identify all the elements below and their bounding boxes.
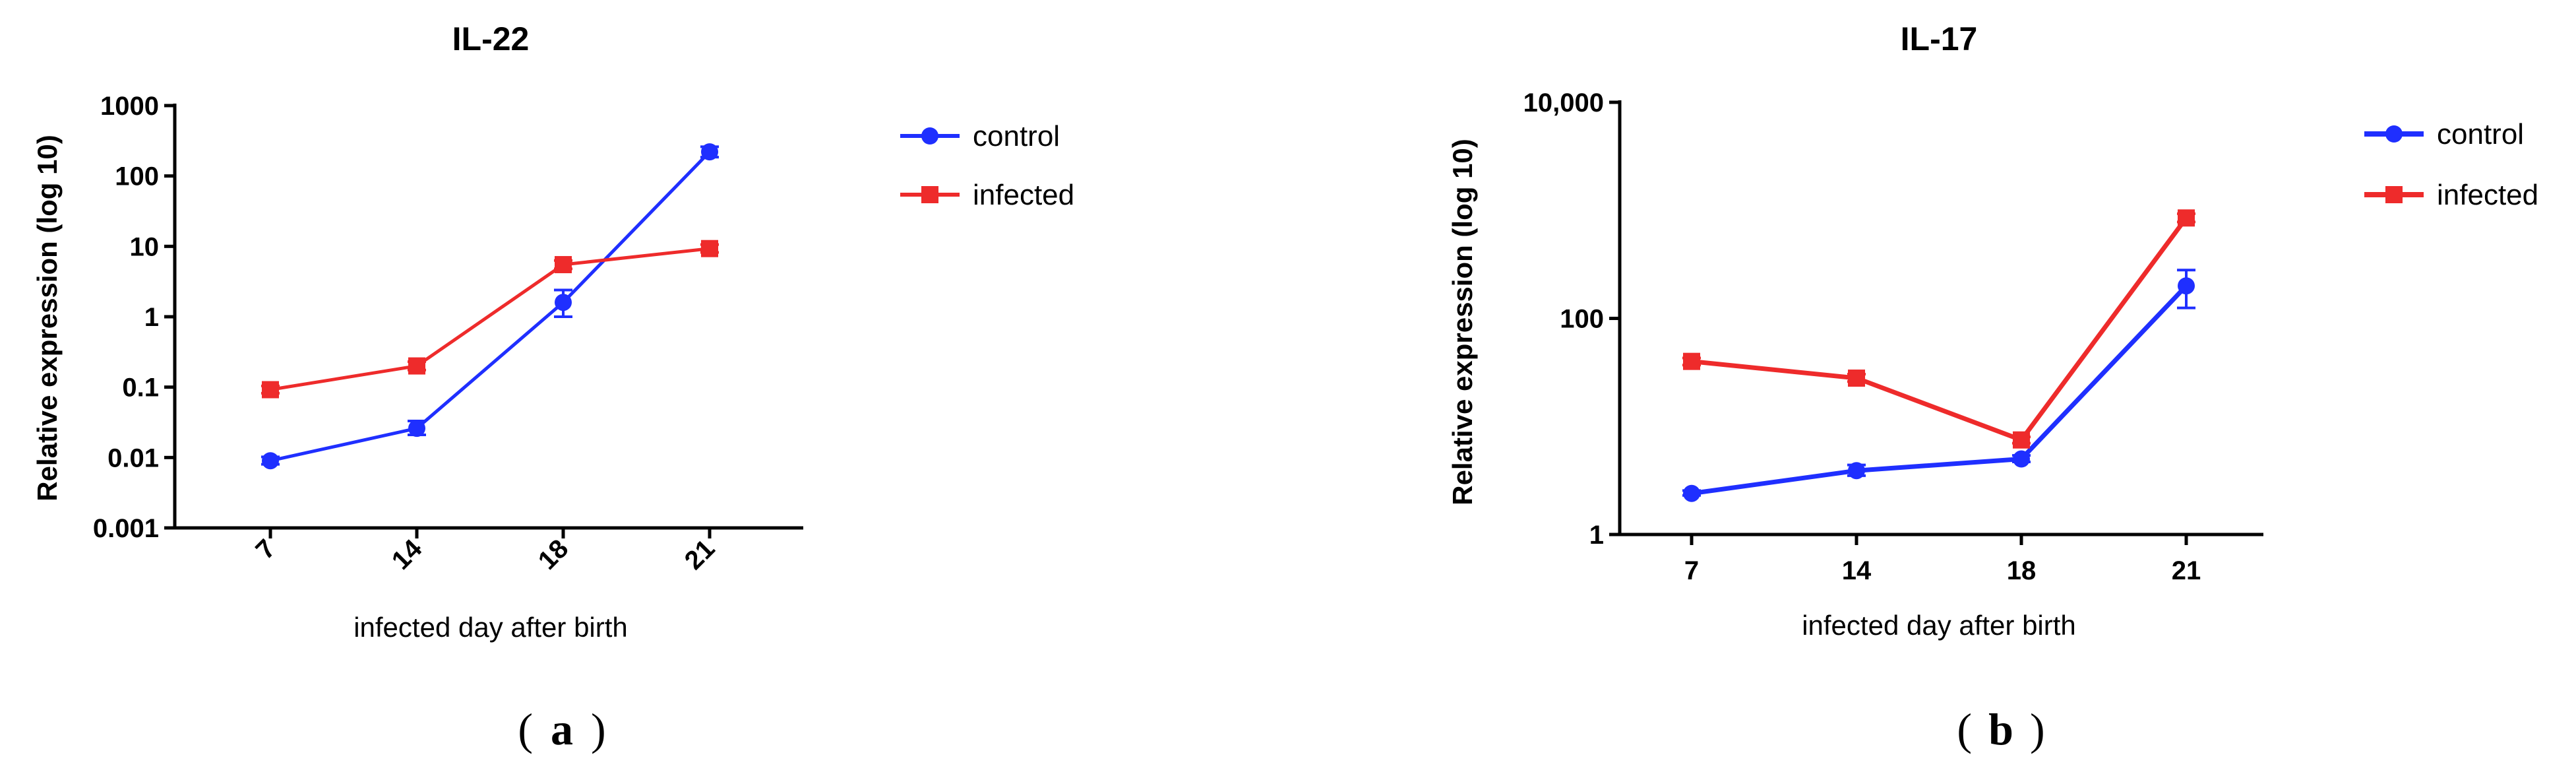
data-point <box>262 381 279 399</box>
x-axis-label: infected day after birth <box>1802 610 2076 641</box>
series-control <box>1682 269 2195 502</box>
y-axis-label: Relative expression (log 10) <box>32 135 63 502</box>
y-tick-label: 1 <box>144 303 159 332</box>
data-point <box>2178 209 2195 227</box>
x-tick-label: 7 <box>1684 556 1699 585</box>
data-point <box>555 294 572 311</box>
data-point <box>1683 352 1700 370</box>
y-tick-label: 0.001 <box>93 514 159 543</box>
svg-text:(: ( <box>518 704 533 754</box>
series-infected <box>261 240 719 399</box>
series-line <box>1691 216 2188 443</box>
legend-item-infected: infected <box>900 179 1074 211</box>
series-line <box>270 247 710 391</box>
data-point <box>1848 370 1865 387</box>
y-tick-label: 1000 <box>100 92 159 121</box>
y-tick-label: 0.01 <box>107 443 159 472</box>
svg-text:): ) <box>2030 704 2045 754</box>
legend-label: control <box>2437 118 2524 150</box>
y-tick-label: 100 <box>1560 305 1604 334</box>
x-tick-label: 14 <box>1842 556 1872 585</box>
legend-marker <box>2385 186 2403 203</box>
x-tick-label: 21 <box>679 534 721 575</box>
legend-marker <box>921 186 938 203</box>
y-axis-label: Relative expression (log 10) <box>1447 139 1478 505</box>
data-point <box>1683 484 1700 502</box>
series-line <box>270 150 711 463</box>
y-tick-label: 10,000 <box>1523 88 1604 117</box>
svg-text:): ) <box>591 704 606 754</box>
series-line <box>1691 284 2188 496</box>
data-point <box>408 420 425 438</box>
data-point <box>701 240 718 257</box>
svg-text:(: ( <box>1957 704 1972 754</box>
legend-marker <box>921 127 938 145</box>
y-tick-label: 1 <box>1589 521 1604 550</box>
data-point <box>408 357 425 375</box>
x-tick-label: 7 <box>251 534 282 565</box>
data-point <box>701 143 718 161</box>
x-tick-label: 14 <box>386 534 428 575</box>
legend-item-control: control <box>900 120 1060 152</box>
data-point <box>555 256 572 274</box>
legend-item-infected: infected <box>2364 179 2538 211</box>
panel-label-b: ( b ) <box>1957 704 2044 754</box>
legend-label: infected <box>2437 179 2538 211</box>
chart-marks: 0.001 0.01 0.1 1 10 100 1000 7 14 18 21 <box>93 92 803 575</box>
series-infected <box>1682 209 2195 449</box>
panel-label-a: ( a ) <box>518 704 605 754</box>
chart-marks: 1 100 10,000 7 14 18 21 <box>1523 88 2263 585</box>
legend-label: infected <box>973 179 1074 211</box>
chart-title: IL-17 <box>1901 20 1978 57</box>
chart-il17: IL-17 Relative expression (log 10) infec… <box>1447 20 2538 641</box>
x-tick-label: 18 <box>533 534 574 575</box>
data-point <box>2178 277 2195 295</box>
data-point <box>2013 450 2030 468</box>
y-tick-label: 100 <box>115 162 159 191</box>
data-point <box>262 452 279 470</box>
chart-il22: IL-22 Relative expression (log 10) infec… <box>32 20 1074 643</box>
series-control <box>261 143 719 470</box>
panel-letter: a <box>551 704 573 754</box>
x-axis-label: infected day after birth <box>353 612 628 643</box>
data-point <box>2013 431 2030 449</box>
legend-marker <box>2385 125 2403 143</box>
legend: control infected <box>900 120 1074 211</box>
x-tick-label: 18 <box>2007 556 2037 585</box>
x-tick-label: 21 <box>2172 556 2201 585</box>
data-point <box>1848 462 1865 480</box>
legend-item-control: control <box>2364 118 2524 150</box>
y-tick-label: 0.1 <box>122 373 159 403</box>
legend: control infected <box>2364 118 2538 211</box>
panel-letter: b <box>1988 704 2013 754</box>
legend-label: control <box>973 120 1060 152</box>
y-tick-label: 10 <box>130 232 160 261</box>
chart-title: IL-22 <box>452 20 530 57</box>
